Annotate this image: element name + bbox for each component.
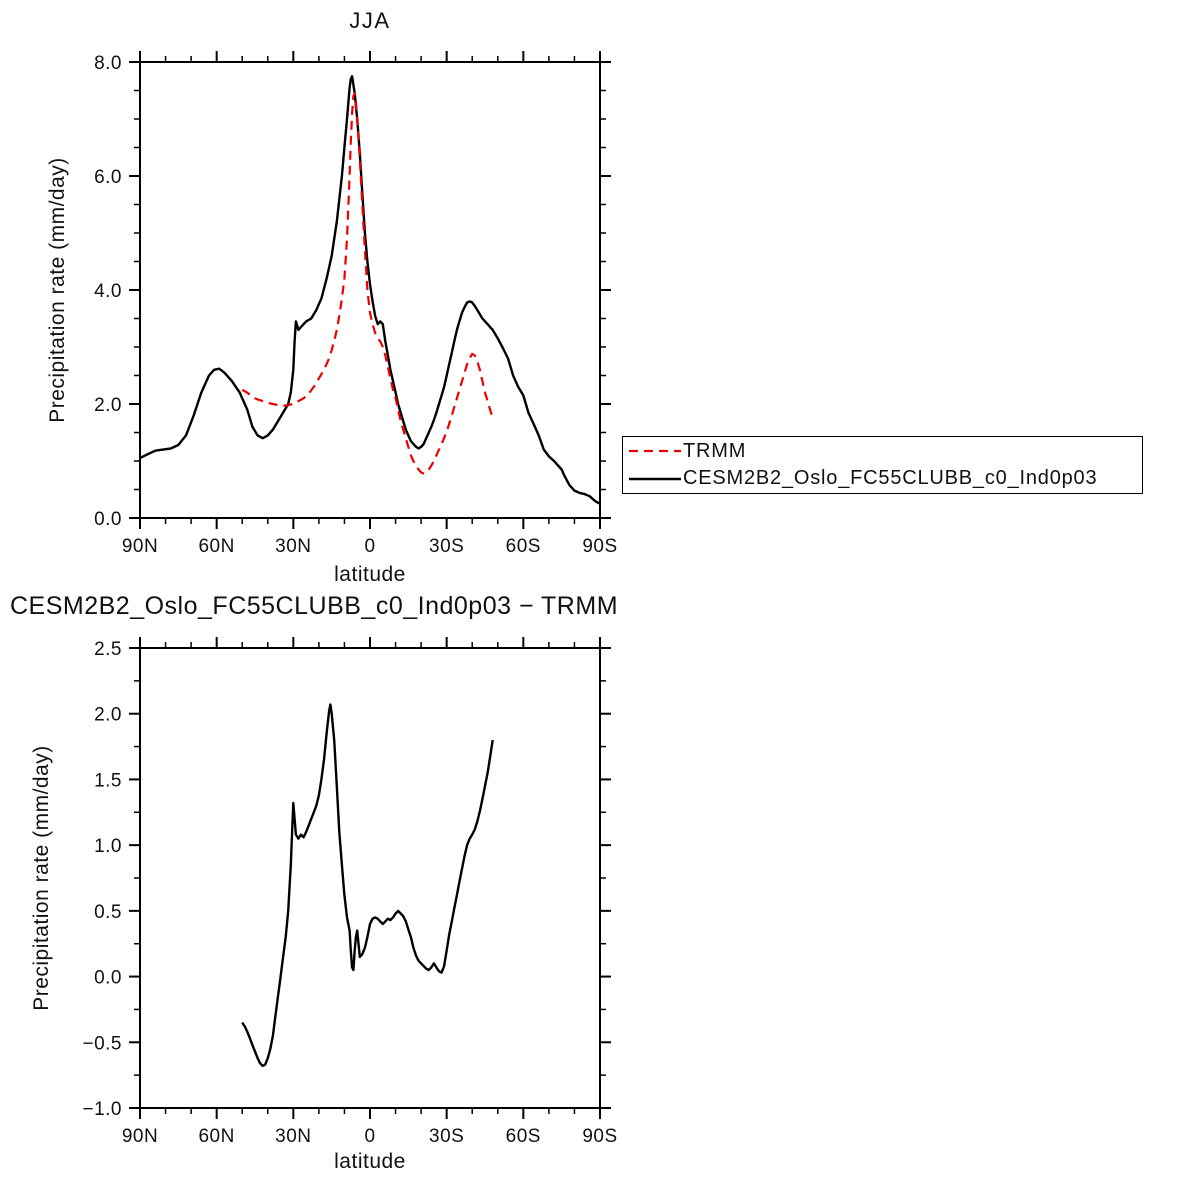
x-tick-label: 0 [364,1126,375,1147]
x-tick-label: 90N [122,536,158,557]
y-tick-label: −1.0 [82,1099,122,1120]
x-tick-label: 30N [275,1126,311,1147]
curve-TRMM [241,92,494,475]
bottom-chart-title: CESM2B2_Oslo_FC55CLUBB_c0_Ind0p03 − TRMM [10,592,619,620]
y-tick-label: 8.0 [94,53,122,74]
x-tick-label: 60S [506,536,541,557]
x-tick-label: 30N [275,536,311,557]
top-chart-x-axis-label: latitude [334,563,406,586]
y-tick-label: 0.0 [94,968,122,989]
x-tick-label: 90S [582,1126,617,1147]
y-tick-label: 4.0 [94,281,122,302]
x-tick-label: 30S [429,536,464,557]
model-solid-line-sample [629,477,681,481]
legend-entry-trmm: TRMM [623,438,1142,465]
bottom-chart: 90N 60N 30N 0 30S 60S 90S −1.0 −0.5 0.0 0.5 1.0 1.5 2… [82,637,617,1147]
x-tick-label: 60S [506,1126,541,1147]
curve-CESM2B2_Oslo_FC55CLUBB_c0_Ind0p03 [139,75,601,505]
bottom-chart-x-axis-label: latitude [334,1150,406,1173]
bottom-chart-y-axis-label: Precipitation rate (mm/day) [30,745,53,1011]
y-tick-label: −0.5 [82,1033,122,1054]
x-tick-label: 60N [198,1126,234,1147]
legend-entry-model: CESM2B2_Oslo_FC55CLUBB_c0_Ind0p03 [623,465,1142,492]
legend-label-model: CESM2B2_Oslo_FC55CLUBB_c0_Ind0p03 [683,467,1098,490]
curve-difference [241,703,494,1068]
y-tick-label: 2.0 [94,705,122,726]
y-tick-label: 1.0 [94,836,122,857]
x-tick-label: 60N [198,536,234,557]
y-tick-label: 0.0 [94,509,122,530]
legend-label-trmm: TRMM [683,439,747,462]
y-tick-label: 1.5 [94,770,122,791]
top-chart-title: JJA [349,8,391,33]
x-tick-label: 0 [364,536,375,557]
axes-frame-and-ticks [129,637,611,1119]
y-tick-label: 0.5 [94,902,122,923]
top-chart-y-axis-label: Precipitation rate (mm/day) [46,157,69,423]
y-tick-label: 2.0 [94,395,122,416]
trmm-dashed-line-sample [629,450,681,453]
y-tick-label: 2.5 [94,639,122,660]
x-tick-label: 90S [582,536,617,557]
axes-frame-and-ticks [129,51,611,529]
top-chart: 90N 60N 30N 0 30S 60S 90S 0.0 2.0 4.0 6.0 8.0 [94,51,617,557]
y-tick-label: 6.0 [94,167,122,188]
x-tick-label: 30S [429,1126,464,1147]
x-tick-label: 90N [122,1126,158,1147]
legend: TRMM CESM2B2_Oslo_FC55CLUBB_c0_Ind0p03 [622,436,1143,494]
